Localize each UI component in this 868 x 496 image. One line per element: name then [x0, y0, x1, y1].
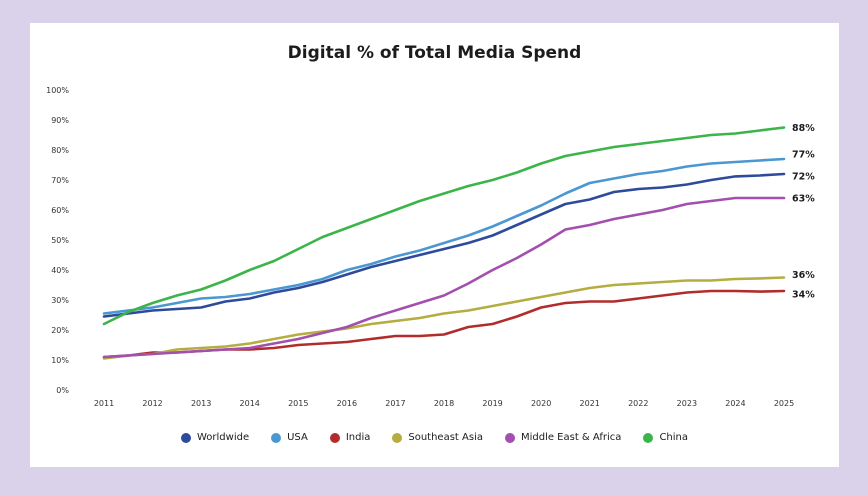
legend-label: Worldwide	[196, 432, 250, 443]
y-tick-label: 30%	[51, 296, 69, 305]
x-tick-label: 2021	[580, 399, 600, 408]
legend-dot-icon	[271, 432, 282, 443]
y-tick-label: 20%	[51, 326, 69, 335]
x-tick-label: 2025	[774, 399, 794, 408]
legend-dot-icon	[180, 432, 191, 443]
legend-label: Southeast Asia	[408, 432, 483, 443]
legend-item: India	[329, 432, 371, 443]
series-lines	[102, 126, 786, 360]
legend-label: Middle East & Africa	[520, 432, 622, 443]
chart-legend: Worldwide USA India Southeast Asia Middle Ea…	[30, 432, 839, 443]
chart-card: Digital % of Total Media Spend 0% 10% 20% 3…	[30, 23, 839, 467]
legend-dot-icon	[643, 432, 654, 443]
x-tick-label: 2013	[191, 399, 211, 408]
x-tick-label: 2017	[385, 399, 405, 408]
series-end-label: 63%	[792, 194, 815, 205]
x-tick-label: 2011	[94, 399, 114, 408]
x-tick-label: 2024	[725, 399, 745, 408]
series-line	[102, 172, 786, 318]
series-line	[102, 126, 786, 326]
end-labels: 72% 77% 34% 36% 63% 88%	[792, 123, 815, 301]
legend-item: USA	[271, 432, 308, 443]
legend-dot-icon	[329, 432, 340, 443]
x-tick-label: 2022	[628, 399, 648, 408]
y-tick-label: 50%	[51, 236, 69, 245]
legend-item: Southeast Asia	[392, 432, 483, 443]
legend-label: India	[345, 432, 371, 443]
series-line	[102, 276, 786, 360]
x-tick-label: 2015	[288, 399, 308, 408]
x-tick-label: 2019	[482, 399, 502, 408]
series-end-label: 77%	[792, 150, 815, 161]
y-tick-label: 60%	[51, 206, 69, 215]
y-tick-label: 70%	[51, 176, 69, 185]
series-end-label: 88%	[792, 123, 815, 134]
series-line	[102, 196, 786, 359]
y-axis-ticks: 0% 10% 20% 30% 40% 50% 60% 70% 80% 90% 100%	[46, 86, 69, 395]
x-tick-label: 2016	[337, 399, 357, 408]
legend-dot-icon	[392, 432, 403, 443]
legend-dot-icon	[504, 432, 515, 443]
legend-item: Worldwide	[180, 432, 250, 443]
x-tick-label: 2020	[531, 399, 551, 408]
series-end-label: 34%	[792, 290, 815, 301]
x-tick-label: 2012	[142, 399, 162, 408]
y-tick-label: 40%	[51, 266, 69, 275]
line-chart: 0%10%20%30%40%50%60%70%80%90%100% 2011 20…	[46, 86, 815, 408]
legend-label: USA	[287, 432, 308, 443]
series-end-label: 72%	[792, 172, 815, 183]
y-tick-label: 0%	[56, 386, 69, 395]
y-tick-label: 100%	[46, 86, 69, 95]
series-end-label: 36%	[792, 270, 815, 281]
x-tick-label: 2023	[677, 399, 697, 408]
series-line	[102, 157, 786, 315]
x-axis-ticks: 2011 2012 2013 2014 2015 2016 2017 2018 2019 2020…	[94, 399, 794, 408]
y-tick-label: 10%	[51, 356, 69, 365]
x-tick-label: 2014	[240, 399, 260, 408]
legend-item: China	[643, 432, 688, 443]
legend-label: China	[659, 432, 689, 443]
x-tick-label: 2018	[434, 399, 454, 408]
chart-title: Digital % of Total Media Spend	[287, 43, 582, 63]
legend-item: Middle East & Africa	[504, 432, 622, 443]
y-tick-label: 90%	[51, 116, 69, 125]
y-tick-label: 80%	[51, 146, 69, 155]
